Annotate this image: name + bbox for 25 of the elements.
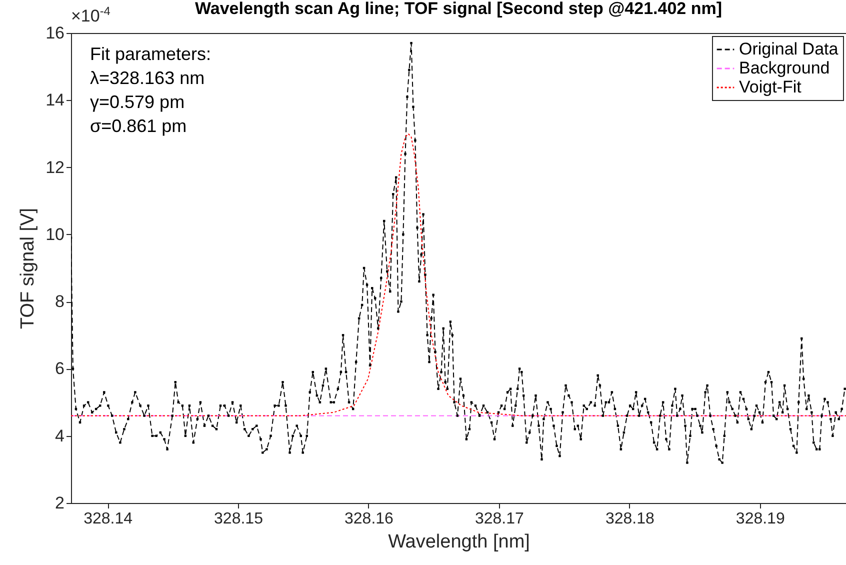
annotation: Fit parameters: (90, 44, 212, 65)
legend-label: Original Data (739, 40, 839, 58)
y-tick-label: 14 (46, 90, 64, 110)
y-tick-label: 4 (55, 426, 64, 446)
annotation: λ=328.163 nm (90, 68, 205, 89)
y-axis-title: TOF signal [V] (18, 208, 39, 330)
x-tick-label: 328.14 (84, 510, 133, 528)
annotation: σ=0.861 pm (90, 116, 187, 137)
x-tick-label: 328.15 (214, 510, 264, 528)
chart-title: Wavelength scan Ag line; TOF signal [Second step @421.402 nm] (194, 0, 722, 18)
x-tick-label: 328.16 (344, 510, 394, 528)
annotation: γ=0.579 pm (90, 92, 185, 113)
legend-label: Background (739, 58, 830, 78)
y-tick-label: 6 (55, 359, 64, 378)
y-tick-label: 16 (46, 24, 64, 42)
x-tick-label: 328.18 (605, 510, 654, 528)
x-axis-title: Wavelength [nm] (388, 532, 530, 552)
y-tick-label: 10 (46, 224, 64, 244)
x-tick-label: 328.19 (736, 510, 785, 528)
text: ×10$^{-4}$ (71, 4, 110, 27)
x-tick-label: 328.17 (474, 510, 524, 528)
y-tick-label: 8 (55, 292, 64, 312)
legend-label: Voigt-Fit (739, 78, 802, 96)
y-tick-label: 12 (46, 158, 64, 177)
y-tick-label: 2 (55, 494, 64, 512)
